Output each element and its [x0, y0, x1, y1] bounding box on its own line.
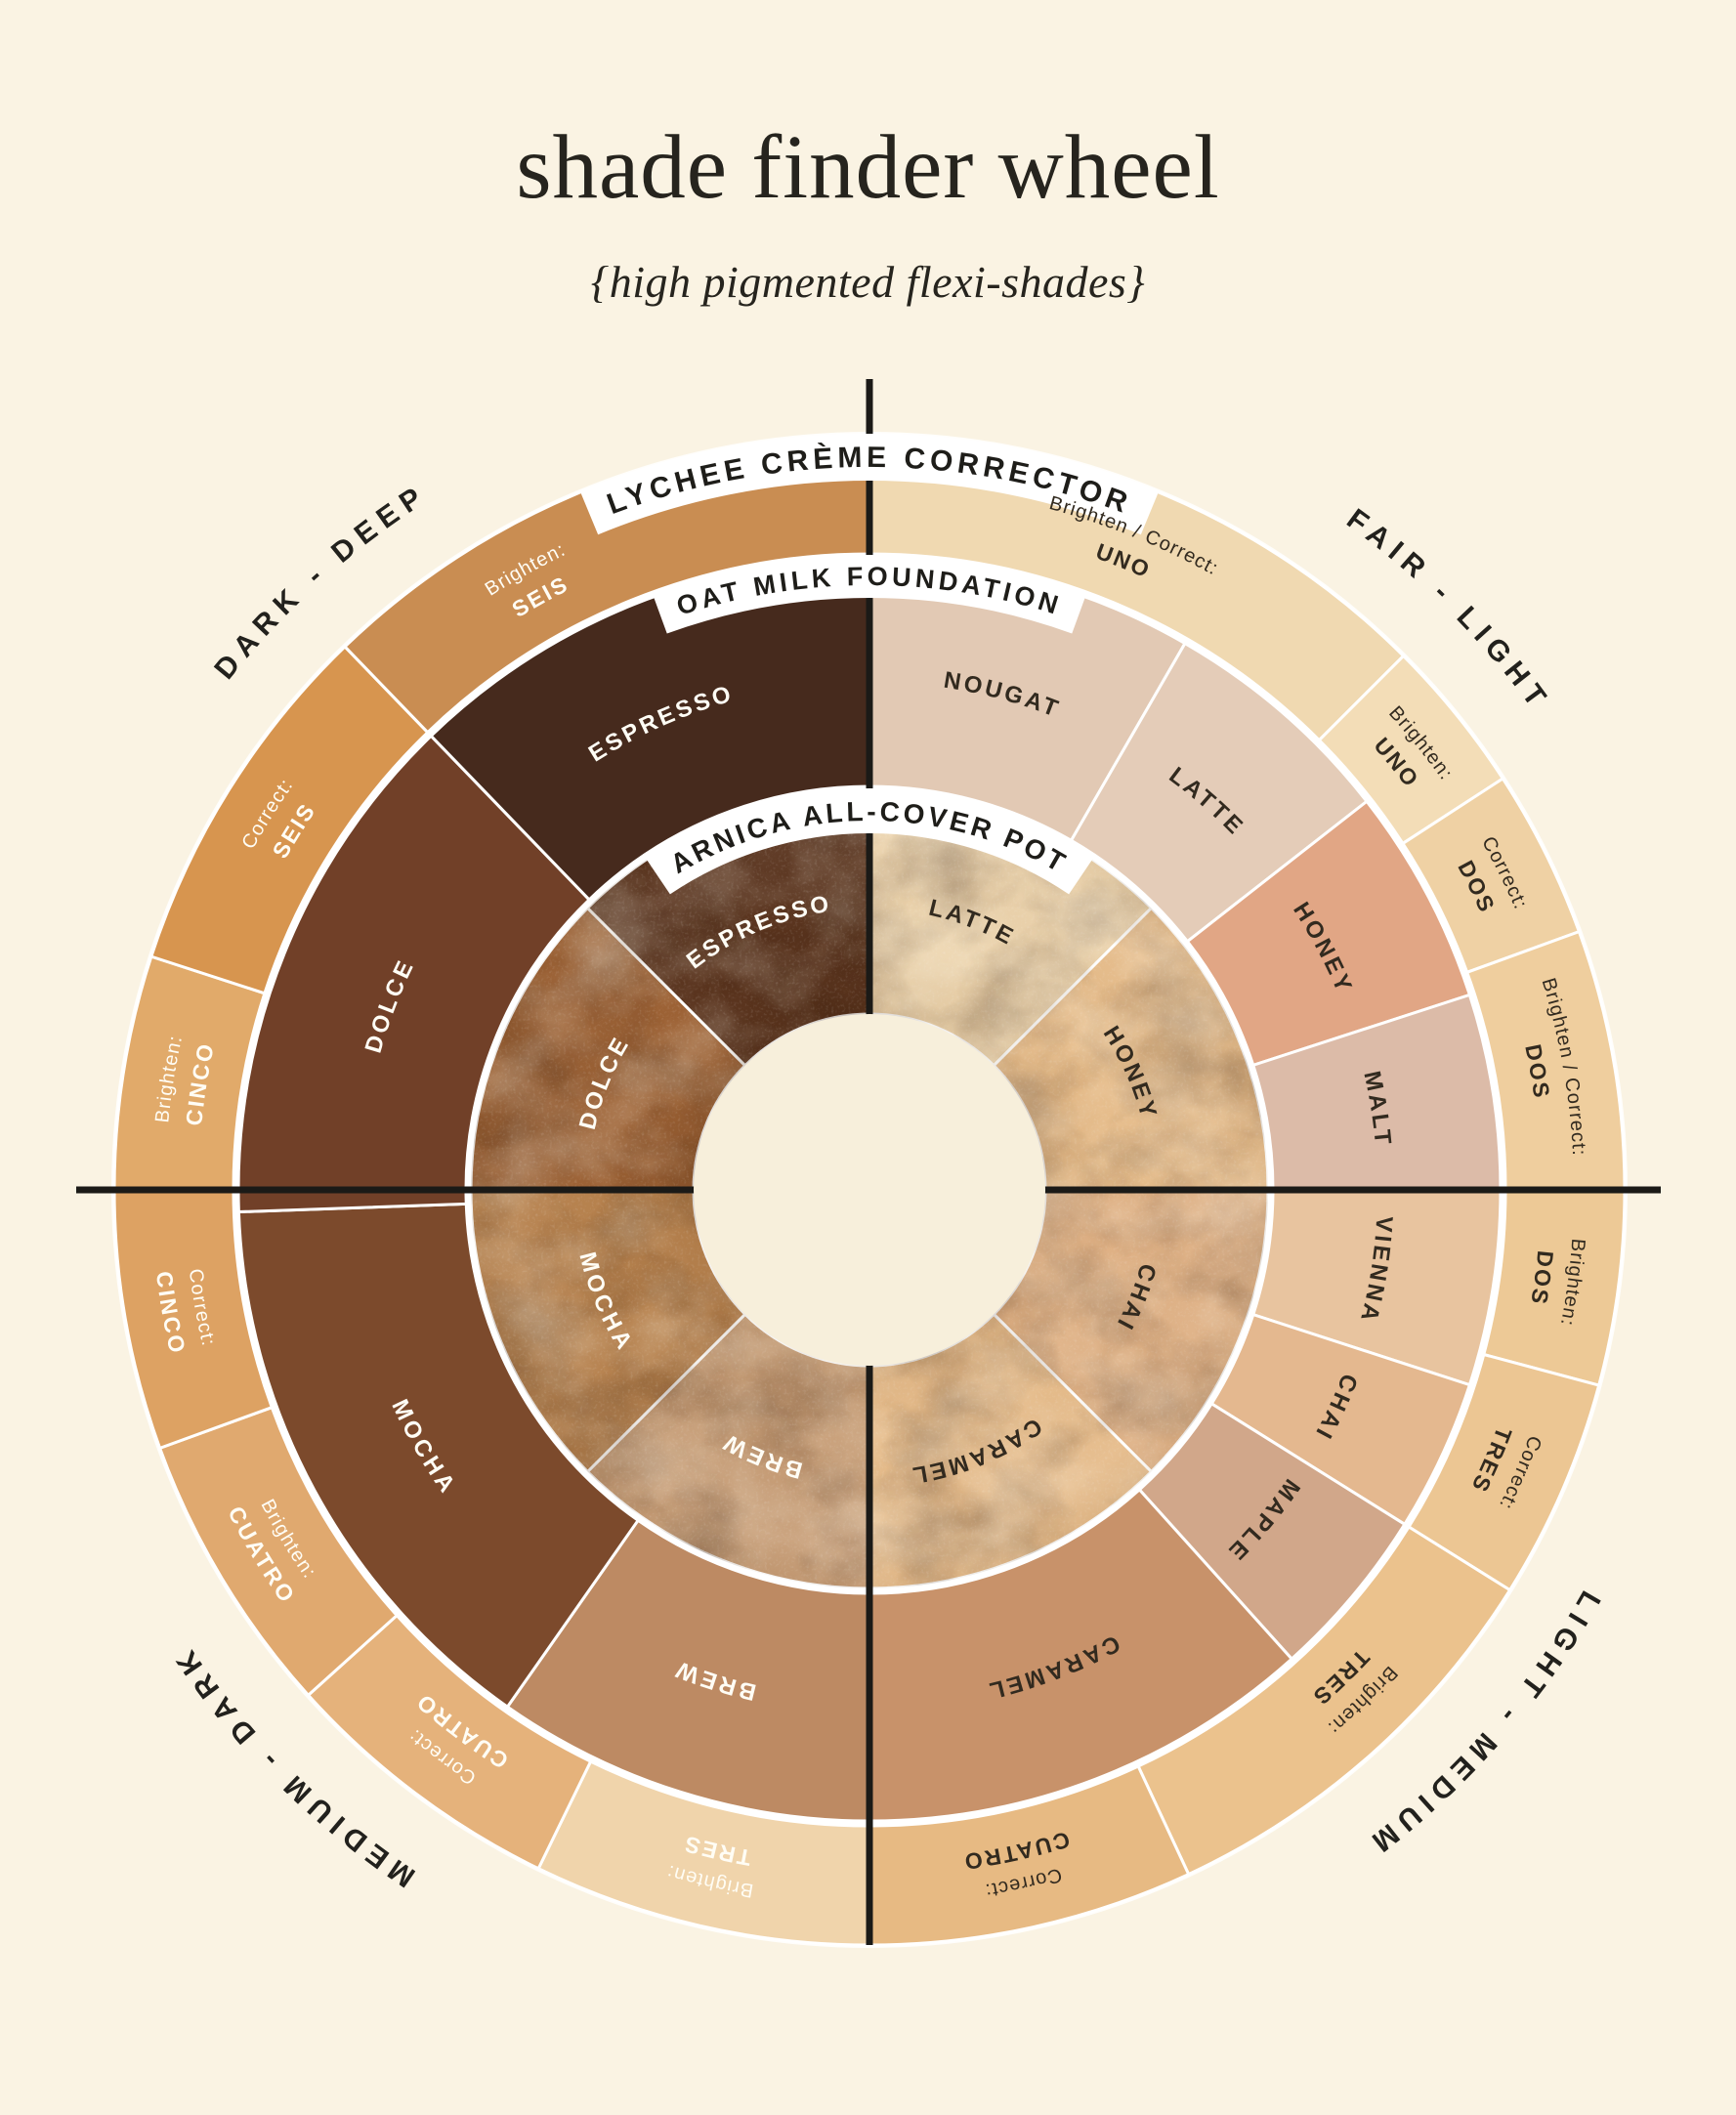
ring-oat-milk-foundation [236, 557, 1503, 1823]
page-title: shade finder wheel [516, 117, 1220, 218]
ring-lychee-creme-corrector [112, 433, 1627, 1947]
banner-band-oat-milk-foundation [652, 555, 1087, 634]
banner-band-arnica-all-cover-pot [645, 788, 1094, 895]
center-circle [694, 1014, 1045, 1366]
banner-band-lychee-creme-corrector [579, 434, 1160, 535]
page-subtitle: {high pigmented flexi-shades} [590, 257, 1146, 307]
